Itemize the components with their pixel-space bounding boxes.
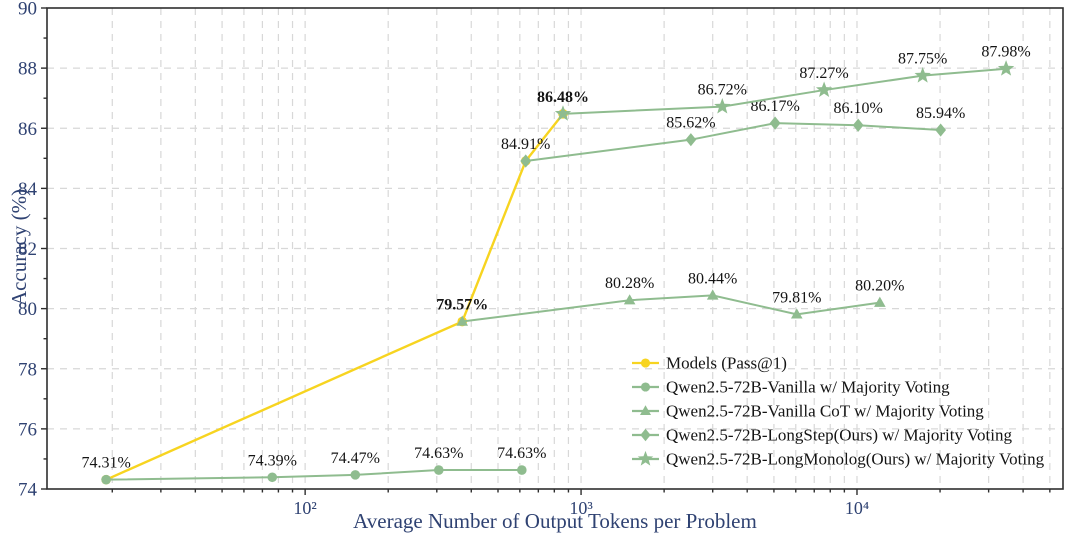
data-point-label: 74.39% bbox=[248, 452, 297, 469]
series-qwen2-5-72b-vanilla-w-majority-voting: 74.31% 74.39% 74.47% 74.63% 74.63% bbox=[81, 445, 546, 485]
data-point-label: 74.31% bbox=[81, 455, 130, 472]
star-marker bbox=[815, 81, 833, 98]
circle-marker bbox=[640, 358, 651, 368]
axis-ticks bbox=[41, 7, 1051, 495]
series-line bbox=[105, 113, 564, 481]
diamond-marker bbox=[685, 133, 697, 147]
diamond-marker bbox=[520, 154, 532, 168]
data-point-label: 74.63% bbox=[414, 445, 463, 462]
star-marker bbox=[997, 60, 1015, 76]
x-tick-label: 10³ bbox=[569, 498, 593, 518]
series-line bbox=[525, 122, 941, 163]
y-tick-label: 82 bbox=[18, 239, 37, 260]
legend-item-qwen2-5-72b-longmonolog-ours-w-majority-voting: Qwen2.5-72B-LongMonolog(Ours) w/ Majorit… bbox=[632, 450, 1045, 469]
y-tick-label: 86 bbox=[18, 119, 37, 140]
triangle-marker bbox=[456, 315, 469, 326]
circle-marker bbox=[101, 474, 111, 485]
diamond-marker bbox=[935, 123, 947, 137]
triangle-marker bbox=[874, 296, 886, 307]
legend-item-models-pass-1: Models (Pass@1) bbox=[632, 354, 787, 373]
diamond-marker bbox=[640, 428, 651, 442]
y-tick-label: 78 bbox=[18, 359, 37, 380]
data-point-label: 79.81% bbox=[772, 289, 821, 306]
plot-border bbox=[46, 7, 1064, 490]
data-point-label: 86.72% bbox=[698, 82, 747, 99]
diamond-marker bbox=[852, 118, 864, 132]
series-qwen2-5-72b-vanilla-cot-w-majority-voting: 79.57% 80.28% 80.44% 79.81% 80.20% bbox=[436, 270, 904, 326]
circle-marker bbox=[640, 382, 651, 392]
x-axis-title: Average Number of Output Tokens per Prob… bbox=[353, 509, 757, 533]
data-point-label: 86.17% bbox=[750, 98, 799, 115]
data-point-label: 74.47% bbox=[331, 450, 380, 467]
triangle-marker bbox=[790, 308, 803, 319]
series-line bbox=[106, 469, 522, 481]
y-tick-label: 74 bbox=[18, 480, 38, 501]
data-point-label: 80.44% bbox=[688, 270, 737, 287]
data-point-label: 87.27% bbox=[799, 65, 848, 82]
star-marker bbox=[914, 67, 931, 83]
data-point-label: 85.94% bbox=[916, 105, 965, 122]
legend-item-qwen2-5-72b-longstep-ours-w-majority-voting: Qwen2.5-72B-LongStep(Ours) w/ Majority V… bbox=[632, 426, 1012, 445]
legend-label: Qwen2.5-72B-LongMonolog(Ours) w/ Majorit… bbox=[666, 450, 1045, 469]
legend-label: Models (Pass@1) bbox=[666, 354, 787, 373]
circle-marker bbox=[433, 465, 444, 475]
triangle-marker bbox=[623, 294, 636, 305]
data-point-label: 80.28% bbox=[605, 275, 654, 292]
triangle-marker bbox=[706, 289, 719, 300]
star-marker bbox=[714, 98, 731, 114]
legend-label: Qwen2.5-72B-Vanilla CoT w/ Majority Voti… bbox=[666, 402, 984, 421]
legend: Models (Pass@1) Qwen2.5-72B-Vanilla w/ Ma… bbox=[632, 354, 1045, 469]
circle-marker bbox=[350, 470, 361, 480]
diamond-marker bbox=[769, 116, 781, 130]
legend-item-qwen2-5-72b-vanilla-cot-w-majority-voting: Qwen2.5-72B-Vanilla CoT w/ Majority Voti… bbox=[632, 402, 984, 421]
data-point-label: 87.75% bbox=[898, 51, 947, 68]
data-point-label: 86.48% bbox=[537, 89, 589, 106]
data-point-label: 84.91% bbox=[501, 136, 550, 153]
tick-labels: 74 76 78 80 82 84 86 88 90 10² 10³ 10⁴ bbox=[18, 0, 869, 518]
data-point-label: 85.62% bbox=[666, 115, 715, 132]
y-tick-label: 76 bbox=[18, 419, 37, 440]
legend-label: Qwen2.5-72B-LongStep(Ours) w/ Majority V… bbox=[666, 426, 1012, 445]
y-tick-label: 80 bbox=[18, 299, 37, 320]
data-point-label: 80.20% bbox=[855, 278, 904, 295]
series-qwen2-5-72b-longmonolog-ours-w-majority-voting: 86.48% 86.72% 87.27% 87.75% 87.98% bbox=[537, 44, 1031, 121]
gridlines bbox=[47, 8, 1063, 489]
data-point-label: 74.63% bbox=[497, 445, 546, 462]
data-point-label: 87.98% bbox=[981, 44, 1030, 61]
star-marker bbox=[637, 450, 654, 466]
legend-label: Qwen2.5-72B-Vanilla w/ Majority Voting bbox=[666, 378, 950, 397]
y-axis-title: Accuracy (%) bbox=[7, 188, 31, 307]
circle-marker bbox=[267, 472, 278, 483]
triangle-marker bbox=[639, 405, 652, 415]
circle-marker bbox=[517, 465, 527, 475]
series-qwen2-5-72b-longstep-ours-w-majority-voting: 84.91% 85.62% 86.17% 86.10% 85.94% bbox=[501, 98, 965, 168]
data-point-label: 79.57% bbox=[436, 297, 488, 314]
y-tick-label: 90 bbox=[18, 0, 37, 20]
star-marker bbox=[554, 105, 572, 121]
data-point-label: 86.10% bbox=[834, 100, 883, 117]
y-tick-label: 88 bbox=[18, 59, 37, 80]
y-tick-label: 84 bbox=[18, 179, 38, 200]
legend-item-qwen2-5-72b-vanilla-w-majority-voting: Qwen2.5-72B-Vanilla w/ Majority Voting bbox=[632, 378, 950, 397]
x-tick-label: 10⁴ bbox=[845, 498, 869, 518]
x-tick-label: 10² bbox=[293, 498, 316, 518]
